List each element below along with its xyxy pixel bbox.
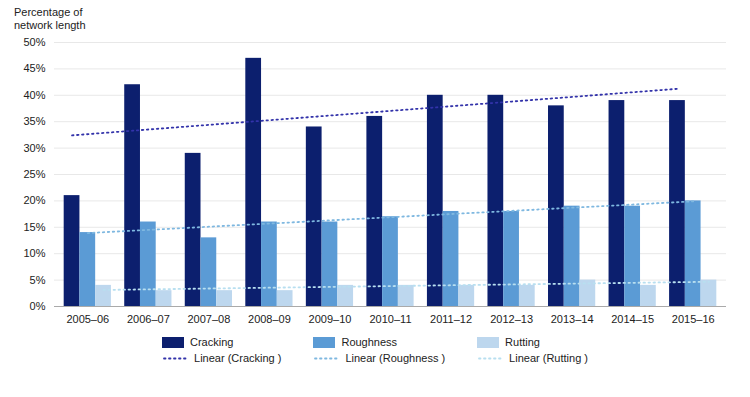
svg-text:2008–09: 2008–09 (248, 313, 291, 325)
html-text:Roughness: Roughness (341, 336, 398, 348)
html-text:Linear (Rutting ): Linear (Rutting ) (509, 352, 588, 364)
svg-text:2014–15: 2014–15 (611, 313, 654, 325)
svg-text:2005–06: 2005–06 (66, 313, 109, 325)
svg-text:2015–16: 2015–16 (672, 313, 715, 325)
svg-text:2013–14: 2013–14 (551, 313, 594, 325)
html-text:Linear (Cracking ): Linear (Cracking ) (194, 352, 282, 364)
html-text:Percentage of network length: Percentage of network length (14, 6, 86, 31)
html-text:Cracking: Cracking (190, 336, 234, 348)
svg-text:5%: 5% (30, 274, 46, 286)
svg-text:20%: 20% (23, 194, 45, 206)
svg-text:2007–08: 2007–08 (187, 313, 230, 325)
svg-text:2010–11: 2010–11 (369, 313, 411, 325)
svg-text:2009–10: 2009–10 (309, 313, 352, 325)
svg-text:2006–07: 2006–07 (127, 313, 170, 325)
svg-text:50%: 50% (23, 36, 45, 48)
svg-text:35%: 35% (23, 115, 45, 127)
svg-text:40%: 40% (23, 89, 45, 101)
svg-text:25%: 25% (23, 168, 45, 180)
svg-text:2012–13: 2012–13 (490, 313, 533, 325)
svg-text:30%: 30% (23, 142, 45, 154)
svg-text:2011–12: 2011–12 (430, 313, 472, 325)
html-text:Linear (Roughness ): Linear (Roughness ) (345, 352, 446, 364)
svg-text:10%: 10% (23, 247, 45, 259)
svg-text:15%: 15% (23, 221, 45, 233)
svg-text:0%: 0% (30, 300, 46, 312)
html-text:Rutting: Rutting (505, 336, 540, 348)
svg-text:45%: 45% (23, 62, 45, 74)
